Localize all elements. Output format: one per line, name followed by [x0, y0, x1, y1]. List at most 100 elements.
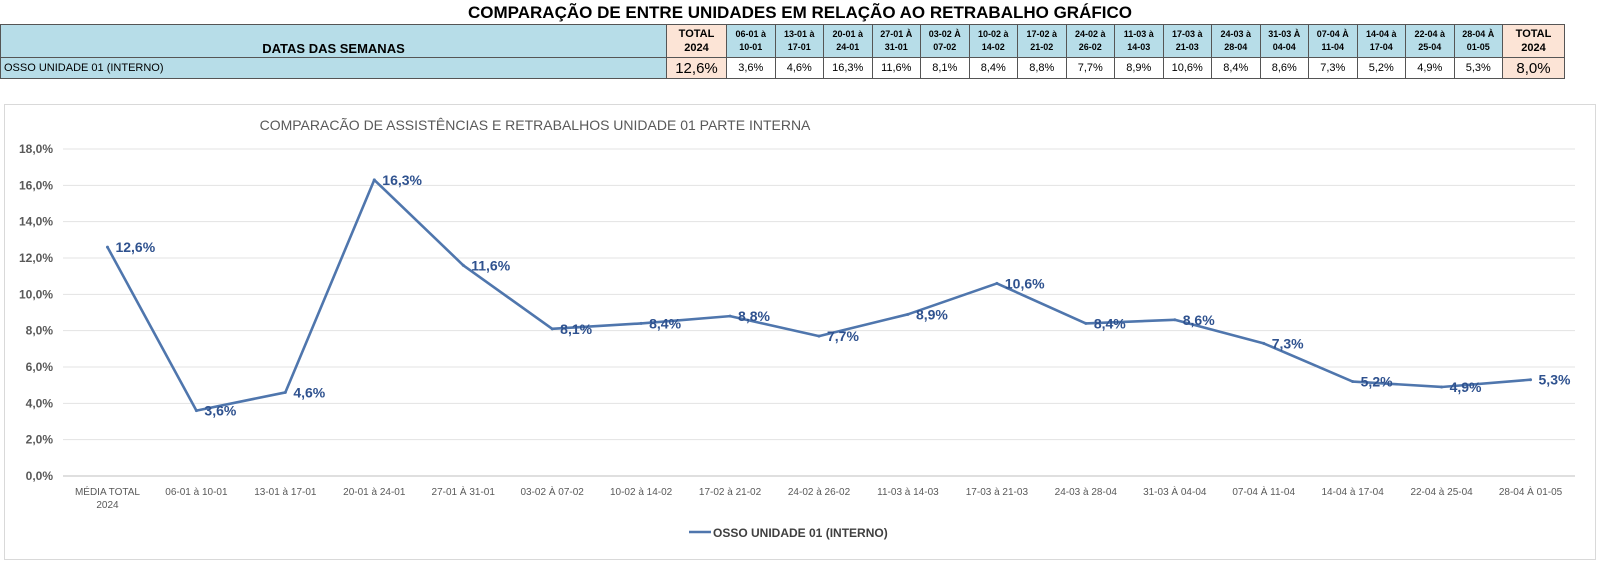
y-tick-label: 0,0% — [26, 469, 54, 483]
week-value: 3,6% — [726, 57, 776, 79]
week-header-line2: 21-02 — [1030, 42, 1054, 52]
data-point — [1440, 385, 1444, 389]
week-header-line1: 07-04 À — [1316, 29, 1349, 39]
week-header: 17-03 à 21-03 — [1162, 24, 1212, 58]
series-line — [106, 178, 1531, 412]
week-header: 06-01 à 10-01 — [726, 24, 776, 58]
data-label: 3,6% — [204, 403, 236, 419]
data-point — [639, 321, 643, 325]
week-header-line2: 28-04 — [1224, 42, 1248, 52]
week-header-line1: 11-03 à — [1123, 29, 1154, 39]
week-header-line1: 13-01 à — [783, 29, 815, 39]
data-label: 11,6% — [471, 257, 510, 273]
week-header: 27-01 À 31-01 — [871, 24, 921, 58]
data-point — [995, 281, 999, 285]
data-point — [1351, 380, 1355, 384]
total-end-header: TOTAL 2024 — [1502, 24, 1565, 58]
data-point — [817, 334, 821, 338]
data-point — [105, 245, 109, 249]
week-header-line1: 20-01 à — [832, 29, 864, 39]
data-label: 5,2% — [1361, 374, 1393, 390]
week-header-line2: 17-01 — [787, 42, 811, 52]
x-tick-label: 31-03 À 04-04 — [1143, 485, 1207, 498]
gridlines — [63, 148, 1575, 477]
y-tick-label: 18,0% — [19, 142, 53, 156]
week-header-line2: 07-02 — [933, 42, 957, 52]
week-header: 03-02 À 07-02 — [920, 24, 970, 58]
row-label: OSSO UNIDADE 01 (INTERNO) — [0, 57, 667, 79]
line-chart: COMPARACÃO DE ASSISTÊNCIAS E RETRABALHOS… — [19, 117, 1575, 540]
x-tick-label: 22-04 à 25-04 — [1410, 487, 1473, 498]
x-tick-label: 24-03 à 28-04 — [1055, 487, 1118, 498]
legend: OSSO UNIDADE 01 (INTERNO) — [689, 526, 888, 540]
week-header-line2: 26-02 — [1078, 42, 1102, 52]
data-point — [1529, 378, 1533, 382]
week-header-line1: 17-03 à — [1171, 29, 1203, 39]
data-point — [461, 263, 465, 267]
week-value: 16,3% — [823, 57, 873, 79]
x-tick-label: 14-04 à 17-04 — [1322, 487, 1385, 498]
total-end-value: 8,0% — [1502, 57, 1565, 79]
week-value: 8,1% — [920, 57, 970, 79]
chart-title: COMPARACÃO DE ASSISTÊNCIAS E RETRABALHOS… — [260, 117, 811, 133]
data-point — [283, 390, 287, 394]
x-tick-label: 10-02 à 14-02 — [610, 487, 673, 498]
x-tick-label: 28-04 À 01-05 — [1499, 485, 1563, 498]
week-header: 24-02 à 26-02 — [1065, 24, 1115, 58]
data-point — [728, 314, 732, 318]
y-tick-label: 16,0% — [19, 178, 53, 192]
data-point — [1173, 318, 1177, 322]
week-header: 31-03 À 04-04 — [1259, 24, 1309, 58]
week-header-line1: 24-03 à — [1220, 29, 1252, 39]
week-header-line1: 03-02 À — [928, 29, 961, 39]
week-header: 13-01 à 17-01 — [774, 24, 824, 58]
data-label: 4,6% — [293, 384, 325, 400]
y-tick-label: 12,0% — [19, 251, 53, 265]
week-header-line2: 14-03 — [1127, 42, 1151, 52]
y-tick-label: 8,0% — [26, 324, 54, 338]
total-start-line1: TOTAL — [678, 28, 715, 40]
y-axis-ticks: 0,0% 2,0% 4,0% 6,0% 8,0% 10,0% 12,0% 14,0% 16,0%… — [19, 142, 53, 483]
data-label: 8,9% — [916, 306, 948, 322]
week-header-line2: 14-02 — [981, 42, 1005, 52]
datas-header: DATAS DAS SEMANAS — [0, 24, 667, 58]
data-label: 10,6% — [1005, 275, 1045, 291]
x-tick-label: 17-03 à 21-03 — [966, 487, 1029, 498]
week-header-line2: 21-03 — [1175, 42, 1199, 52]
data-point — [906, 312, 910, 316]
series-group: 12,6% 3,6% 4,6% 16,3% 11,6% 8,1% 8,4% 8,8% 7,7% 8… — [105, 172, 1571, 419]
week-header-line1: 22-04 à — [1414, 29, 1446, 39]
x-tick-label: 27-01 À 31-01 — [432, 485, 496, 498]
summary-table: DATAS DAS SEMANAS TOTAL 2024 06-01 à 10-0… — [0, 24, 1565, 79]
week-header-line2: 17-04 — [1369, 42, 1393, 52]
total-start-line2: 2024 — [684, 42, 709, 54]
week-header: 20-01 à 24-01 — [823, 24, 873, 58]
week-header: 17-02 à 21-02 — [1017, 24, 1067, 58]
x-tick-label: 24-02 à 26-02 — [788, 487, 851, 498]
x-tick-label: 17-02 à 21-02 — [699, 487, 762, 498]
week-header-line1: 27-01 À — [880, 29, 913, 39]
week-value: 10,6% — [1162, 57, 1212, 79]
week-header-line2: 01-05 — [1466, 42, 1490, 52]
week-value: 8,4% — [968, 57, 1018, 79]
x-tick-label: 20-01 à 24-01 — [343, 487, 406, 498]
x-tick-label: 06-01 à 10-01 — [165, 487, 228, 498]
total-end-line2: 2024 — [1521, 42, 1546, 54]
week-header-line2: 10-01 — [739, 42, 763, 52]
week-value: 8,8% — [1017, 57, 1067, 79]
week-header-line1: 31-03 À — [1268, 29, 1301, 39]
week-header-line1: 06-01 à — [735, 29, 767, 39]
week-value: 7,7% — [1065, 57, 1115, 79]
y-tick-label: 2,0% — [26, 433, 54, 447]
week-header-line2: 11-04 — [1321, 42, 1345, 52]
week-value: 8,9% — [1114, 57, 1164, 79]
data-label: 7,7% — [827, 328, 859, 344]
summary-data-row: OSSO UNIDADE 01 (INTERNO) 12,6% 3,6% 4,6… — [0, 57, 1565, 79]
week-header: 10-02 à 14-02 — [968, 24, 1018, 58]
summary-header-row: DATAS DAS SEMANAS TOTAL 2024 06-01 à 10-0… — [0, 24, 1565, 58]
week-value: 4,6% — [774, 57, 824, 79]
week-header: 14-04 à 17-04 — [1356, 24, 1406, 58]
x-tick-label: 2024 — [96, 500, 119, 511]
week-value: 5,3% — [1453, 57, 1503, 79]
week-header: 22-04 à 25-04 — [1405, 24, 1455, 58]
